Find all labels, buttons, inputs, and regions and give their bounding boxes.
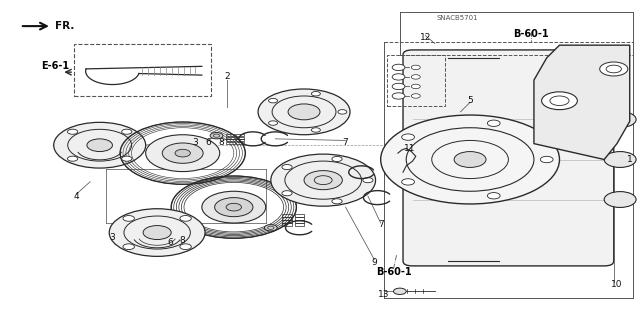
Text: 4: 4	[73, 191, 79, 201]
Bar	[227, 142, 235, 144]
Circle shape	[109, 209, 205, 256]
Text: B-60-1: B-60-1	[513, 29, 548, 39]
Circle shape	[304, 171, 342, 190]
Circle shape	[87, 139, 113, 152]
Circle shape	[392, 93, 405, 99]
Circle shape	[202, 191, 266, 223]
Circle shape	[146, 135, 220, 172]
Circle shape	[412, 65, 420, 70]
Circle shape	[180, 244, 191, 249]
Circle shape	[122, 129, 132, 134]
Circle shape	[122, 156, 132, 161]
Circle shape	[264, 225, 277, 231]
Circle shape	[210, 132, 223, 139]
Circle shape	[123, 216, 134, 221]
Circle shape	[54, 122, 146, 168]
Text: 7: 7	[342, 137, 348, 146]
Circle shape	[269, 121, 278, 125]
Polygon shape	[534, 45, 630, 160]
Bar	[282, 218, 292, 220]
Circle shape	[67, 129, 77, 134]
Text: 13: 13	[378, 290, 390, 299]
Circle shape	[604, 192, 636, 207]
Circle shape	[488, 120, 500, 126]
Bar	[236, 142, 244, 144]
Circle shape	[282, 191, 292, 196]
Circle shape	[412, 84, 420, 89]
Circle shape	[402, 134, 415, 140]
Text: 2: 2	[225, 72, 230, 81]
Circle shape	[402, 179, 415, 185]
Bar	[236, 137, 244, 139]
Circle shape	[600, 62, 628, 76]
Circle shape	[540, 156, 553, 163]
Circle shape	[123, 244, 134, 249]
Text: 6: 6	[205, 137, 211, 146]
Bar	[227, 134, 235, 136]
Circle shape	[412, 94, 420, 98]
Circle shape	[180, 216, 191, 221]
Bar	[295, 218, 305, 220]
Text: 3: 3	[193, 137, 198, 146]
Circle shape	[392, 83, 405, 90]
Circle shape	[226, 203, 241, 211]
Text: 9: 9	[371, 258, 377, 267]
Bar	[236, 134, 244, 136]
Circle shape	[175, 149, 190, 157]
Bar	[295, 214, 305, 217]
Text: 8: 8	[180, 236, 186, 245]
Circle shape	[282, 165, 292, 170]
Text: 3: 3	[109, 233, 115, 242]
Circle shape	[143, 226, 172, 240]
Circle shape	[332, 156, 342, 161]
Bar	[227, 137, 235, 139]
Circle shape	[381, 115, 559, 204]
FancyBboxPatch shape	[403, 50, 614, 266]
Circle shape	[392, 74, 405, 80]
Circle shape	[488, 193, 500, 199]
Bar	[282, 214, 292, 217]
Text: 1: 1	[627, 155, 632, 164]
Text: 7: 7	[378, 220, 383, 229]
Bar	[282, 220, 292, 223]
Circle shape	[454, 152, 486, 167]
Circle shape	[288, 104, 320, 120]
Text: SNACB5701: SNACB5701	[436, 15, 478, 21]
Circle shape	[604, 152, 636, 167]
Text: 10: 10	[611, 280, 623, 289]
Circle shape	[271, 154, 376, 206]
Circle shape	[332, 199, 342, 204]
Circle shape	[338, 110, 347, 114]
Circle shape	[412, 75, 420, 79]
Bar	[227, 139, 235, 141]
Text: 6: 6	[167, 238, 173, 247]
Bar	[295, 224, 305, 226]
Text: FR.: FR.	[55, 21, 74, 31]
Text: 11: 11	[404, 144, 415, 153]
Circle shape	[269, 99, 278, 103]
Circle shape	[312, 92, 321, 96]
Circle shape	[363, 178, 373, 183]
Bar	[295, 220, 305, 223]
Circle shape	[604, 112, 636, 127]
FancyBboxPatch shape	[74, 44, 211, 96]
Circle shape	[214, 197, 253, 217]
Bar	[236, 139, 244, 141]
Bar	[282, 224, 292, 226]
Text: E-6-1: E-6-1	[41, 61, 69, 71]
Circle shape	[541, 92, 577, 110]
Circle shape	[392, 64, 405, 70]
Circle shape	[258, 89, 350, 135]
Text: B-60-1: B-60-1	[376, 267, 412, 277]
Text: 8: 8	[218, 137, 224, 146]
Circle shape	[312, 128, 321, 132]
Text: 5: 5	[467, 96, 473, 105]
Circle shape	[163, 143, 203, 163]
Text: 12: 12	[420, 33, 431, 42]
Circle shape	[67, 156, 77, 161]
Circle shape	[394, 288, 406, 294]
